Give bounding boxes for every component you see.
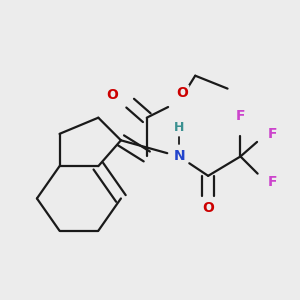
Text: O: O [202, 201, 214, 215]
Text: O: O [176, 86, 188, 100]
Text: F: F [236, 109, 245, 122]
Text: F: F [268, 175, 278, 189]
Text: H: H [174, 121, 184, 134]
Text: F: F [268, 127, 278, 141]
Text: N: N [173, 149, 185, 164]
Text: O: O [106, 88, 118, 102]
